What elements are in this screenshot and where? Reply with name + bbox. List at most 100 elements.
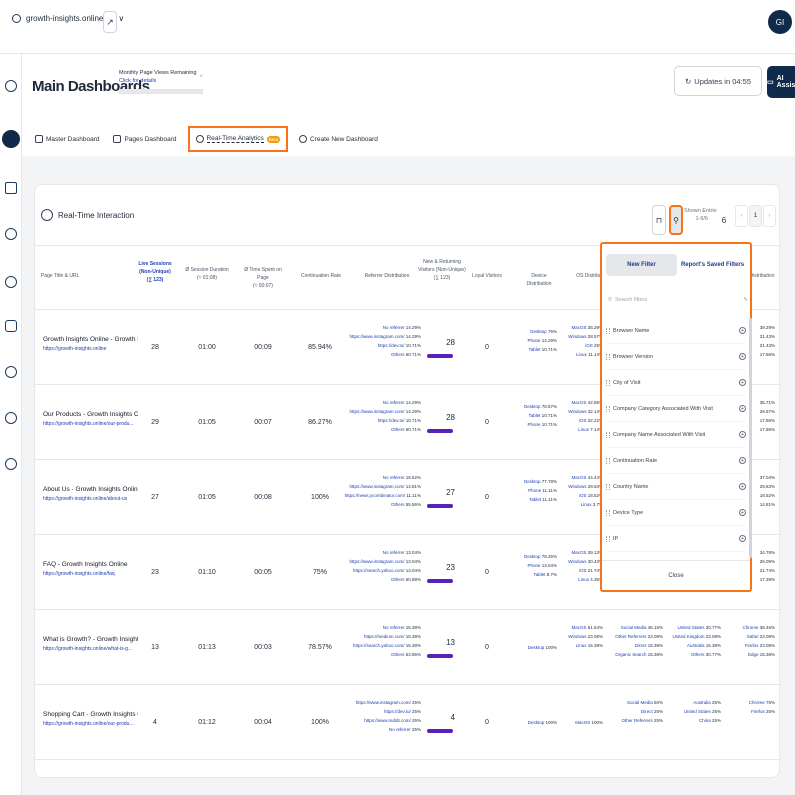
settings-icon[interactable]	[5, 412, 17, 424]
filter-scrollbar[interactable]	[749, 318, 752, 558]
current-page[interactable]: 1	[749, 205, 762, 227]
tab-master-dashboard[interactable]: Master Dashboard	[32, 126, 102, 152]
page-url-link[interactable]: https://growth-insights.online	[43, 346, 107, 352]
filter-item[interactable]: Country Name +	[606, 474, 746, 500]
tab-saved-filters[interactable]: Report's Saved Filters	[680, 262, 745, 268]
add-filter-icon[interactable]: +	[739, 457, 746, 464]
clipboard-icon[interactable]	[5, 182, 17, 194]
page-url-link[interactable]: https://growth-insights.online/about-us	[43, 496, 128, 502]
add-filter-icon[interactable]: +	[739, 483, 746, 490]
device-entry: Tablet 8.7%	[513, 570, 557, 579]
add-filter-icon[interactable]: +	[739, 327, 746, 334]
drag-handle-icon[interactable]	[606, 483, 610, 490]
filter-item[interactable]: Browser Name +	[606, 318, 746, 344]
details-link[interactable]: Click for details	[119, 78, 157, 84]
col-time-spent[interactable]: Ø Time Spent on Page (≈ 00:07)	[239, 266, 287, 290]
page-title-link[interactable]: Shopping Cart - Growth Insights Onli...	[43, 711, 138, 718]
tab-create-new-dashboard[interactable]: Create New Dashboard	[296, 126, 381, 152]
page-url-link[interactable]: https://growth-insights.online/faq	[43, 571, 115, 577]
chat-icon: ▭	[767, 79, 774, 86]
add-filter-icon[interactable]: +	[739, 431, 746, 438]
tab-real-time-analytics[interactable]: Real-Time Analytics Beta	[187, 126, 288, 152]
device-value: 75%	[547, 329, 557, 334]
add-filter-icon[interactable]: +	[739, 353, 746, 360]
close-button[interactable]: Close	[602, 560, 750, 590]
tab-pages-dashboard[interactable]: Pages Dashboard	[110, 126, 179, 152]
add-filter-icon[interactable]: +	[739, 509, 746, 516]
collapse-icon[interactable]	[5, 80, 17, 92]
shield-icon[interactable]	[5, 366, 17, 378]
filter-search[interactable]: ⚲ Search filters ✎	[608, 294, 748, 306]
col-os[interactable]: OS Distribution	[576, 273, 610, 279]
drag-handle-icon[interactable]	[606, 509, 610, 516]
edit-icon[interactable]: ✎	[743, 297, 748, 303]
filter-item[interactable]: City of Visit +	[606, 370, 746, 396]
columns-button[interactable]: ⊓	[652, 205, 666, 235]
col-loyal[interactable]: Loyal Visitors	[472, 273, 502, 279]
page-title-link[interactable]: What is Growth? - Growth Insights O...	[43, 636, 138, 643]
drag-handle-icon[interactable]	[606, 431, 610, 438]
target-icon[interactable]	[5, 276, 17, 288]
page-url-link[interactable]: https://growth-insights.online/what-is-g…	[43, 646, 133, 652]
tab-new-filter[interactable]: New Filter	[606, 254, 677, 276]
drag-handle-icon[interactable]	[606, 327, 610, 334]
chevron-down-icon[interactable]: ∨	[786, 15, 792, 22]
filter-item[interactable]: Continuation Rate +	[606, 448, 746, 474]
page-title-link[interactable]: About Us - Growth Insights Online	[43, 486, 138, 493]
add-filter-icon[interactable]: +	[739, 405, 746, 412]
drag-handle-icon[interactable]	[606, 457, 610, 464]
ext3-entry: Safari 23.08%	[725, 632, 775, 641]
os-value: 61.54%	[587, 625, 603, 630]
filter-button[interactable]: ⚲	[669, 205, 683, 235]
col-continuation[interactable]: Continuation Rate	[300, 273, 342, 279]
external-link-button[interactable]: ↗	[103, 11, 117, 33]
site-selector[interactable]: growth-insights.online ∨	[12, 14, 124, 23]
os-value: 100%	[591, 720, 603, 725]
page-title-link[interactable]: Growth Insights Online - Growth Insi...	[43, 336, 138, 343]
device-value: 11.11%	[542, 497, 557, 502]
drag-handle-icon[interactable]	[606, 379, 610, 386]
device-value: 100%	[545, 720, 557, 725]
search-icon: ⚲	[608, 297, 613, 303]
referrer-entry: https://search.yahoo.com/ 15.38%	[341, 641, 421, 650]
ext2-entry: Others 30.77%	[665, 650, 721, 659]
drag-handle-icon[interactable]	[606, 353, 610, 360]
filter-item[interactable]: Browser Version +	[606, 344, 746, 370]
col-new-returning[interactable]: New & Returning Visitors (Non-Unique) (∑ …	[417, 258, 467, 282]
page-url-link[interactable]: https://growth-insights.online/our-produ…	[43, 421, 134, 427]
add-filter-icon[interactable]: +	[739, 535, 746, 542]
dashboard-icon[interactable]	[2, 130, 20, 148]
filter-item[interactable]: Company Category Associated With Visit +	[606, 396, 746, 422]
updates-button[interactable]: ↻ Updates in 04:55	[674, 66, 762, 96]
device-cell: Desktop 77.78% Phone 11.11% Tablet 11.11%	[513, 477, 557, 504]
avatar[interactable]: GI	[768, 10, 792, 34]
ext1-value: 15.38%	[647, 652, 663, 657]
col-device[interactable]: Device Distribution	[526, 273, 552, 287]
ext3-label: Firefox	[744, 643, 759, 648]
cell-cont: 85.94%	[308, 344, 332, 351]
chart-icon[interactable]	[5, 228, 17, 240]
next-page-button[interactable]: ›	[763, 205, 776, 227]
col-browser[interactable]: Distribution	[749, 273, 775, 279]
prev-page-button[interactable]: ‹	[735, 205, 748, 227]
page-title-link[interactable]: FAQ - Growth Insights Online	[43, 561, 128, 568]
col-referrer[interactable]: Referrer Distribution	[364, 273, 410, 279]
ext3-entry: Firefox 25%	[725, 707, 775, 716]
add-filter-icon[interactable]: +	[739, 379, 746, 386]
page-url-link[interactable]: https://growth-insights.online/our-produ…	[43, 721, 134, 727]
ai-assistant-button[interactable]: ▭ AI Assistant	[767, 66, 795, 98]
drag-handle-icon[interactable]	[606, 405, 610, 412]
filter-item[interactable]: IP +	[606, 526, 746, 552]
col-page[interactable]: Page Title & URL	[41, 273, 80, 279]
page-title-link[interactable]: Our Products - Growth Insights Online	[43, 411, 138, 418]
page-size-select[interactable]: 6	[717, 205, 731, 235]
user-icon[interactable]	[5, 458, 17, 470]
message-icon[interactable]	[5, 320, 17, 332]
ext2-entry: Australia 15.38%	[665, 641, 721, 650]
ext1-entry: Social Media 46.15%	[607, 623, 663, 632]
col-session-duration[interactable]: Ø Session Duration (≈ 01:08)	[183, 266, 231, 282]
filter-item[interactable]: Company Name Associated With Visit +	[606, 422, 746, 448]
filter-item[interactable]: Device Type +	[606, 500, 746, 526]
drag-handle-icon[interactable]	[606, 535, 610, 542]
col-live-sessions[interactable]: Live Sessions (Non-Unique) (∑ 123)	[135, 260, 175, 284]
